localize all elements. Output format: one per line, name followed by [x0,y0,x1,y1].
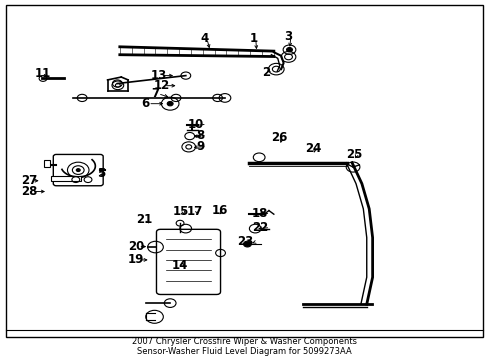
Bar [43,161,50,167]
Text: 26: 26 [271,131,287,144]
Text: 16: 16 [211,204,228,217]
Text: 13: 13 [150,69,167,82]
Circle shape [167,102,173,106]
Text: 1: 1 [249,32,257,45]
Text: 8: 8 [196,129,204,142]
Text: 10: 10 [188,118,204,131]
Text: 25: 25 [346,148,362,161]
Text: 21: 21 [136,213,152,226]
Text: 2007 Chrysler Crossfire Wiper & Washer Components: 2007 Chrysler Crossfire Wiper & Washer C… [132,337,356,346]
Text: 18: 18 [251,207,267,220]
Text: 19: 19 [127,253,144,266]
Circle shape [243,241,251,247]
Text: 6: 6 [142,97,149,110]
Text: 28: 28 [21,185,38,198]
FancyBboxPatch shape [156,229,220,294]
Text: 5: 5 [97,167,105,180]
Text: Sensor-Washer Fluid Level Diagram for 5099273AA: Sensor-Washer Fluid Level Diagram for 50… [137,346,351,356]
Text: 22: 22 [251,221,267,234]
Text: 7: 7 [151,87,159,100]
Text: 27: 27 [21,174,38,187]
Text: 17: 17 [186,205,203,218]
Text: 24: 24 [304,142,321,155]
Text: 9: 9 [196,140,204,153]
Text: 15: 15 [172,205,189,218]
Text: 14: 14 [171,259,188,272]
Text: 20: 20 [127,240,144,253]
Text: 2: 2 [262,66,270,79]
Text: 23: 23 [237,235,253,248]
Text: 11: 11 [35,67,51,80]
Text: 4: 4 [200,32,208,45]
FancyBboxPatch shape [53,154,103,186]
Circle shape [76,168,80,172]
Circle shape [286,48,292,52]
Text: 3: 3 [284,30,292,42]
Text: 12: 12 [153,79,169,92]
Bar [51,176,81,181]
